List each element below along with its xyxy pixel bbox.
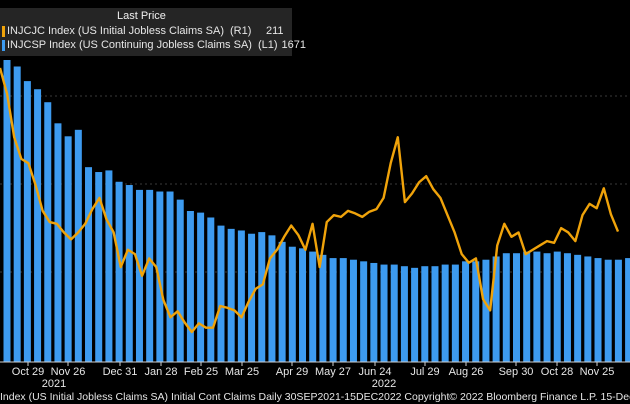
x-tick-label: Jul 29	[410, 366, 439, 378]
bar	[299, 248, 307, 362]
bar	[533, 251, 541, 362]
x-tick-label: Nov 26	[51, 366, 86, 378]
bar	[574, 254, 582, 362]
bar	[54, 123, 62, 362]
x-tick-label: Feb 25	[184, 366, 218, 378]
bar	[370, 262, 378, 362]
bar	[64, 136, 72, 362]
bar	[217, 225, 225, 362]
bar	[339, 258, 347, 362]
year-label: 2021	[42, 378, 66, 390]
legend-label-initial-claims: INJCJC Index (US Initial Jobless Claims …	[7, 25, 225, 37]
bar	[135, 189, 143, 362]
bar	[166, 191, 174, 362]
initial-claims-line	[0, 67, 620, 334]
legend-value-initial-claims: 211	[266, 25, 284, 37]
legend-entry-continuing-claims: INJCSP Index (US Continuing Jobless Clai…	[2, 39, 306, 52]
bar	[176, 199, 184, 362]
legend-value-continuing-claims: 1671	[281, 39, 306, 51]
year-label: 2022	[372, 378, 396, 390]
x-tick-label: Jan 28	[144, 366, 177, 378]
bar	[34, 89, 42, 362]
bar	[74, 129, 82, 362]
bar	[258, 232, 266, 362]
bar	[614, 259, 622, 362]
x-tick-label: Nov 25	[580, 366, 615, 378]
x-tick-label: Aug 26	[449, 366, 484, 378]
bar	[492, 256, 500, 362]
continuing-claims-bars	[3, 60, 630, 363]
bar	[115, 181, 123, 362]
bar	[268, 235, 276, 362]
legend: Last Price INJCJC Index (US Initial Jobl…	[0, 8, 306, 56]
bar	[197, 212, 205, 362]
bar	[227, 228, 235, 362]
chart-footer: Index (US Initial Jobless Claims SA) Ini…	[0, 391, 630, 403]
bar	[319, 254, 327, 362]
bar	[543, 253, 551, 362]
bar	[563, 253, 571, 362]
bar	[44, 102, 52, 362]
legend-axis-continuing-claims: (L1)	[257, 39, 278, 51]
bar	[95, 172, 103, 362]
legend-swatch-initial-claims	[2, 26, 5, 37]
bar	[451, 264, 459, 362]
bar	[431, 266, 439, 362]
bar	[502, 253, 510, 362]
bar	[13, 66, 21, 363]
bar	[237, 230, 245, 362]
bar	[604, 259, 612, 362]
x-axis-ticks: Oct 29 Nov 26 Dec 31 Jan 28 Feb 25 Mar 25 Apr …	[12, 362, 615, 390]
x-tick-label: Oct 28	[541, 366, 573, 378]
bar	[309, 251, 317, 362]
bar	[329, 258, 337, 362]
bar	[360, 261, 368, 362]
x-tick-label: Oct 29	[12, 366, 44, 378]
bar	[411, 267, 419, 362]
x-tick-label: Jun 24	[358, 366, 391, 378]
bar	[380, 264, 388, 362]
bar	[146, 189, 154, 362]
x-tick-label: Mar 25	[225, 366, 259, 378]
bar	[3, 60, 11, 362]
bar	[85, 167, 93, 362]
bar	[553, 251, 561, 362]
legend-entry-initial-claims: INJCJC Index (US Initial Jobless Claims …	[2, 25, 251, 38]
bar	[441, 264, 449, 362]
bar	[472, 261, 480, 362]
bar	[23, 81, 31, 363]
bar	[278, 241, 286, 362]
bar	[288, 246, 296, 362]
bar	[625, 258, 630, 362]
x-tick-label: May 27	[315, 366, 351, 378]
bar	[421, 266, 429, 362]
bar	[594, 258, 602, 362]
legend-axis-initial-claims: (R1)	[230, 25, 252, 37]
legend-label-continuing-claims: INJCSP Index (US Continuing Jobless Clai…	[7, 39, 252, 51]
legend-header: Last Price	[117, 10, 166, 22]
bar	[390, 264, 398, 362]
bar	[125, 185, 133, 362]
bar	[207, 217, 215, 362]
bar	[400, 266, 408, 362]
legend-swatch-continuing-claims	[2, 40, 5, 51]
bar	[523, 251, 531, 362]
bar	[584, 256, 592, 362]
x-tick-label: Apr 29	[276, 366, 308, 378]
x-tick-label: Dec 31	[103, 366, 138, 378]
bar	[186, 211, 194, 362]
bar	[156, 191, 164, 362]
bar	[513, 253, 520, 362]
bar	[105, 170, 113, 362]
x-tick-label: Sep 30	[499, 366, 534, 378]
bar	[349, 259, 357, 362]
bar	[482, 259, 490, 362]
bar	[462, 261, 470, 362]
